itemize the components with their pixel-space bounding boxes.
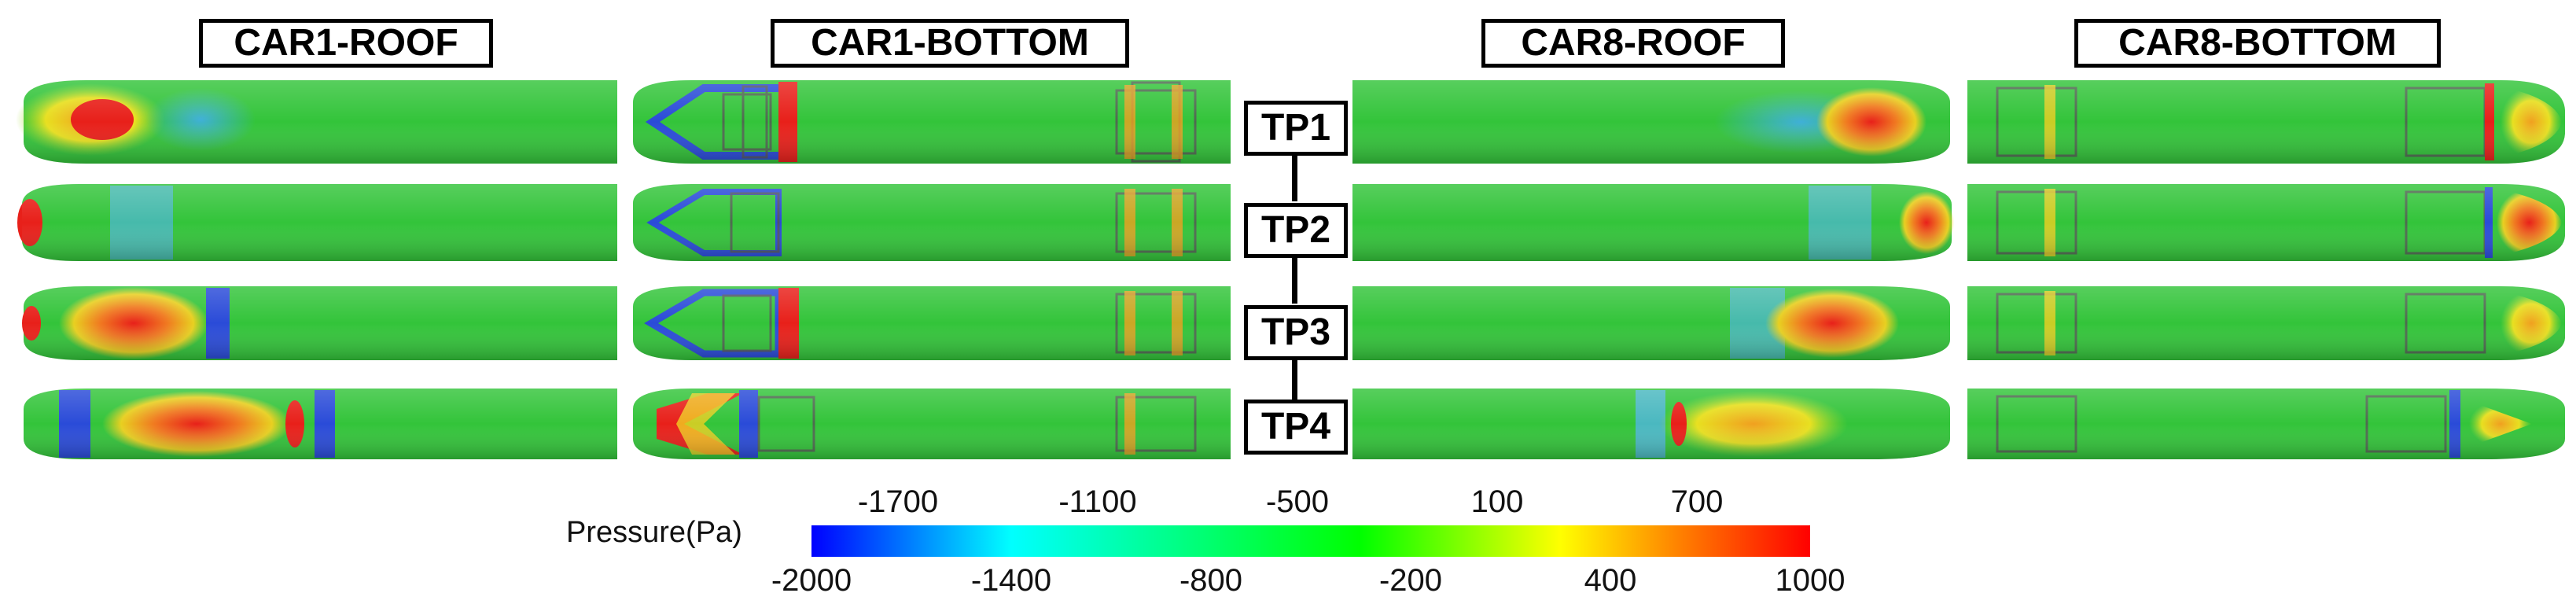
colorbar-lower-tick: -200: [1378, 563, 1443, 598]
colorbar-title: Pressure(Pa): [566, 516, 742, 549]
car1-bottom-tp1: [633, 80, 1231, 164]
colorbar-upper-tick: 700: [1670, 484, 1724, 519]
car1-roof-tp3: [22, 286, 617, 360]
car1-roof-tp2: [17, 184, 617, 261]
car8-bottom-tp1: [1967, 80, 2565, 164]
colorbar-upper-tick: 100: [1470, 484, 1524, 519]
car8-bottom-tp2: [1967, 184, 2565, 261]
title-car8-roof: CAR8-ROOF: [1481, 19, 1785, 68]
colorbar-lower-tick: -2000: [771, 563, 852, 598]
car8-roof-tp4: [1352, 389, 1950, 459]
car1-bottom-tp2: [633, 184, 1231, 261]
tp3-label: TP3: [1244, 305, 1348, 360]
title-car1-roof: CAR1-ROOF: [199, 19, 493, 68]
tp-connector-1-2: [1292, 154, 1297, 201]
car8-roof-tp1: [1352, 80, 1950, 164]
colorbar-upper-tick: -1700: [857, 484, 939, 519]
car8-roof-tp3: [1352, 286, 1950, 360]
tp2-label: TP2: [1244, 203, 1348, 258]
tp-connector-2-3: [1292, 256, 1297, 304]
car8-bottom-tp4: [1967, 389, 2565, 459]
tp1-label: TP1: [1244, 101, 1348, 156]
title-car1-bottom: CAR1-BOTTOM: [771, 19, 1129, 68]
title-car8-bottom: CAR8-BOTTOM: [2074, 19, 2441, 68]
colorbar-lower-tick: 1000: [1775, 563, 1846, 598]
colorbar-lower-tick: -800: [1179, 563, 1243, 598]
car1-roof-tp4: [24, 389, 617, 459]
tp4-label: TP4: [1244, 400, 1348, 455]
tp-connector-3-4: [1292, 359, 1297, 406]
colorbar-upper-tick: -500: [1265, 484, 1330, 519]
car1-roof-tp1: [16, 80, 617, 164]
car8-roof-tp2: [1352, 184, 1954, 261]
car1-bottom-tp4: [633, 389, 1231, 459]
colorbar-lower-tick: -1400: [970, 563, 1052, 598]
car8-bottom-tp3: [1967, 286, 2565, 360]
car1-bottom-tp3: [633, 286, 1231, 360]
colorbar-lower-tick: 400: [1584, 563, 1637, 598]
colorbar-upper-tick: -1100: [1058, 484, 1137, 519]
colorbar: [811, 525, 1810, 557]
